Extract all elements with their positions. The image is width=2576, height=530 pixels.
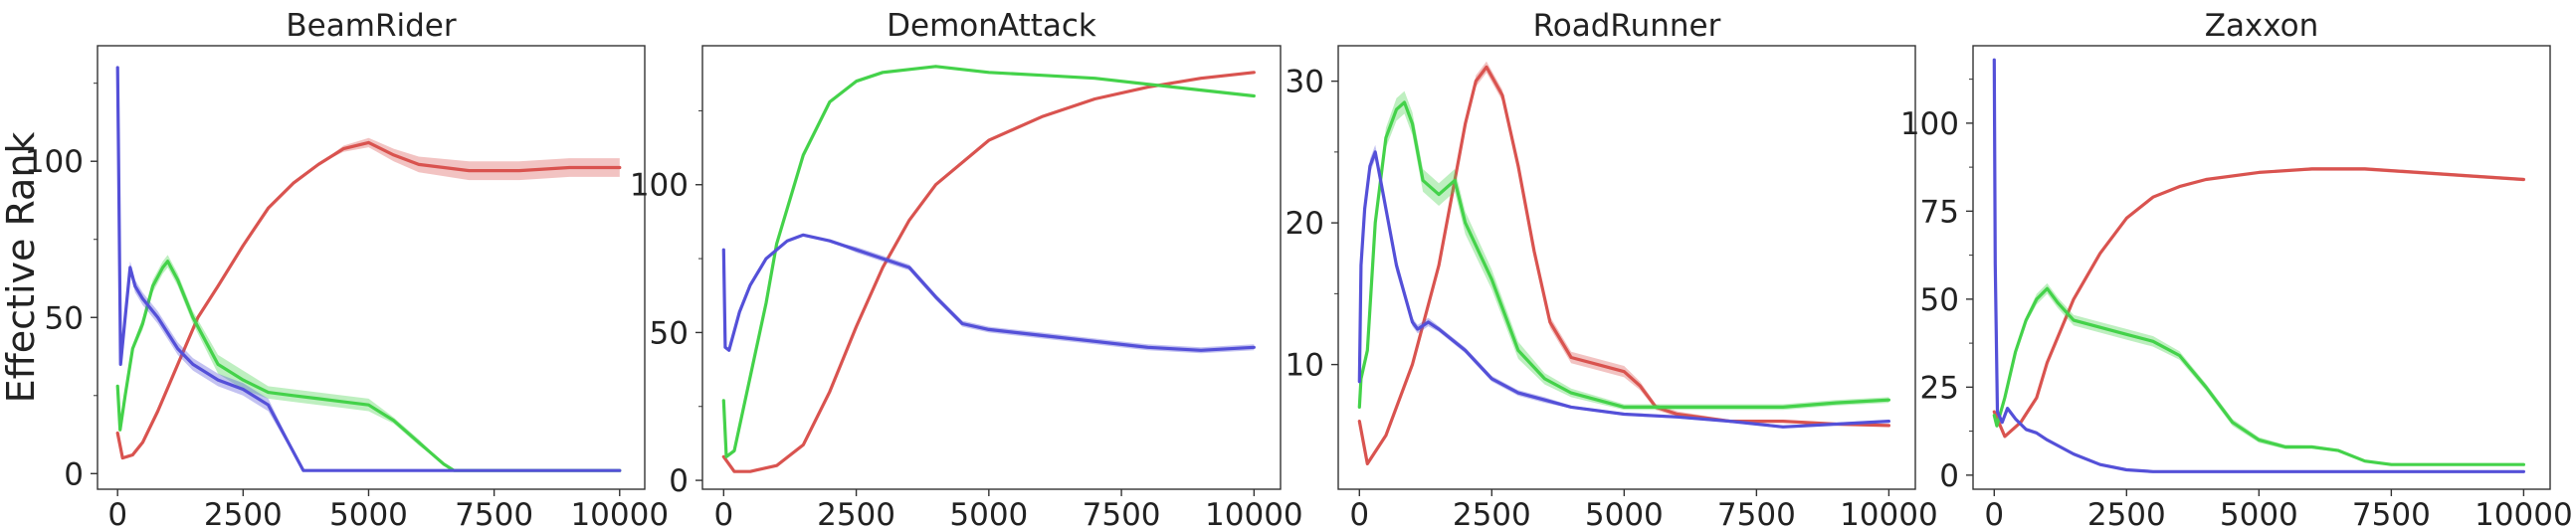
series-band-1 [723,66,1255,457]
x-tick-label: 7500 [1083,497,1161,530]
axes-frame [1337,45,1916,490]
y-tick-label: 25 [1920,370,1959,406]
series-line-2 [1357,150,1891,429]
x-tick-label: 2500 [2087,497,2166,530]
plot-area [721,65,1256,473]
y-tick-label: 0 [64,456,84,492]
x-tick-label: 0 [107,497,127,530]
x-tick-label: 10000 [570,497,669,530]
series-band-0 [723,72,1255,472]
y-tick-label: 100 [630,168,689,204]
series-band-1 [1994,282,2524,465]
y-axis-label: Effective Rank [0,132,43,404]
y-tick-label: 20 [1286,206,1324,242]
series-line-0 [115,140,622,460]
y-tick-label: 50 [1920,282,1959,318]
y-tick-label: 0 [669,463,689,499]
series-line-0 [721,71,1256,473]
series-line-0 [1357,65,1891,465]
y-tick-label: 75 [1920,194,1959,230]
x-tick-label: 7500 [2352,497,2431,530]
x-tick-label: 10000 [2475,497,2573,530]
plot-area [115,66,622,472]
x-tick-label: 2500 [817,497,895,530]
x-tick-label: 2500 [204,497,283,530]
series-line-1 [115,260,622,472]
x-tick-label: 10000 [1205,497,1303,530]
series-line-1 [1357,100,1891,409]
x-tick-label: 5000 [1585,497,1664,530]
series-line-2 [115,66,622,472]
series-band-1 [1359,90,1889,411]
series-band-0 [117,137,620,458]
x-tick-label: 7500 [455,497,533,530]
y-tick-label: 10 [1286,348,1324,384]
x-tick-label: 5000 [949,497,1028,530]
axes-frame [1972,45,2551,490]
y-tick-label: 50 [650,315,689,351]
x-tick-label: 10000 [1840,497,1938,530]
series-band-2 [723,235,1255,354]
plot-area [1357,61,1891,465]
x-tick-label: 0 [713,497,733,530]
x-tick-label: 0 [1984,497,2004,530]
series-line-2 [721,233,1256,352]
x-tick-label: 7500 [1717,497,1796,530]
x-tick-label: 5000 [2220,497,2298,530]
x-tick-label: 0 [1349,497,1369,530]
plot-area [1992,58,2525,473]
subplot-title: BeamRider [286,8,456,44]
subplot-2: RoadRunner 0 2500 5000 7500 10000 10 20 30 [1286,8,1938,530]
y-tick-label: 100 [25,144,84,180]
y-tick-label: 50 [45,300,84,336]
subplot-3: Zaxxon 0 2500 5000 7500 10000 0 25 50 75 100 [1900,8,2573,530]
x-tick-label: 2500 [1453,497,1531,530]
y-tick-label: 30 [1286,65,1324,100]
subplot-title: Zaxxon [2205,8,2319,44]
y-tick-label: 100 [1900,106,1959,142]
series-line-2 [1992,58,2525,473]
series-line-0 [1992,167,2525,439]
subplot-1: DemonAttack 0 2500 5000 7500 10000 0 50 100 [630,8,1303,530]
x-tick-label: 5000 [329,497,408,530]
subplot-title: RoadRunner [1533,8,1721,44]
axes-frame [97,45,646,490]
subplot-title: DemonAttack [887,8,1096,44]
series-line-1 [721,65,1256,458]
axes-frame [701,45,1282,490]
series-line-1 [1992,286,2525,466]
series-band-2 [1994,60,2524,472]
y-tick-label: 0 [1939,458,1959,494]
